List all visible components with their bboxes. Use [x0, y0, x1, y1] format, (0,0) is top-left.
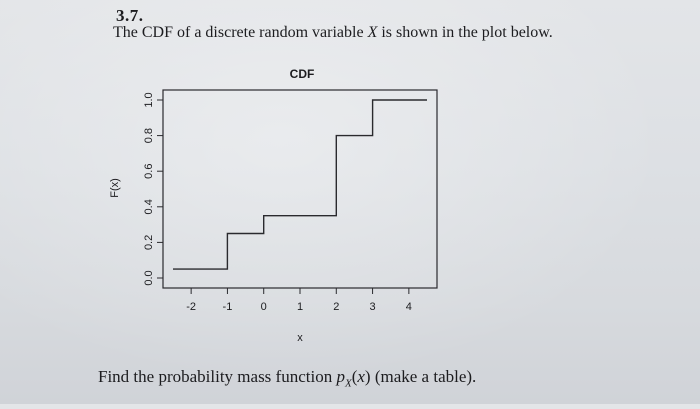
x-axis-label: x: [297, 332, 303, 344]
chart-title: CDF: [290, 67, 315, 81]
problem-number: 3.7.: [116, 6, 144, 25]
pmf-argument: (x): [351, 367, 371, 386]
question-text-after: (make a table).: [370, 367, 477, 386]
y-axis-label: F(x): [109, 178, 121, 198]
statement-variable: X: [367, 24, 378, 41]
y-tick-label: 0.0: [143, 270, 155, 285]
statement-text-before: The CDF of a discrete random variable: [113, 24, 368, 41]
x-tick-label: 2: [333, 301, 339, 313]
problem-question: Find the probability mass function pX(x)…: [98, 367, 476, 389]
series-layer: [173, 99, 427, 270]
x-tick-label: 4: [406, 301, 412, 313]
plot-frame: [162, 89, 438, 289]
y-tick-label: 0.4: [143, 199, 155, 214]
y-tick-label: 0.6: [143, 164, 155, 179]
cdf-step-line: [173, 99, 427, 270]
pmf-argument-var: x: [357, 367, 365, 386]
y-axis: 0.0 0.2 0.4 0.6 0.8 1.0: [143, 92, 163, 286]
statement-text-after: is shown in the plot below.: [377, 24, 553, 41]
x-axis: -2 -1 0 1 2 3 4: [186, 288, 412, 313]
x-tick-label: -1: [223, 301, 233, 313]
y-tick-label: 0.8: [143, 128, 155, 143]
x-tick-label: 0: [261, 301, 267, 313]
x-tick-label: 3: [370, 301, 376, 313]
question-text-before: Find the probability mass function: [98, 367, 337, 386]
x-tick-label: -2: [186, 301, 196, 313]
pmf-subscript: X: [344, 377, 352, 390]
y-tick-label: 0.2: [143, 235, 155, 250]
problem-statement: The CDF of a discrete random variable X …: [113, 24, 553, 42]
pmf-symbol: p: [336, 367, 345, 386]
y-tick-label: 1.0: [143, 92, 155, 107]
x-tick-label: 1: [297, 301, 303, 313]
